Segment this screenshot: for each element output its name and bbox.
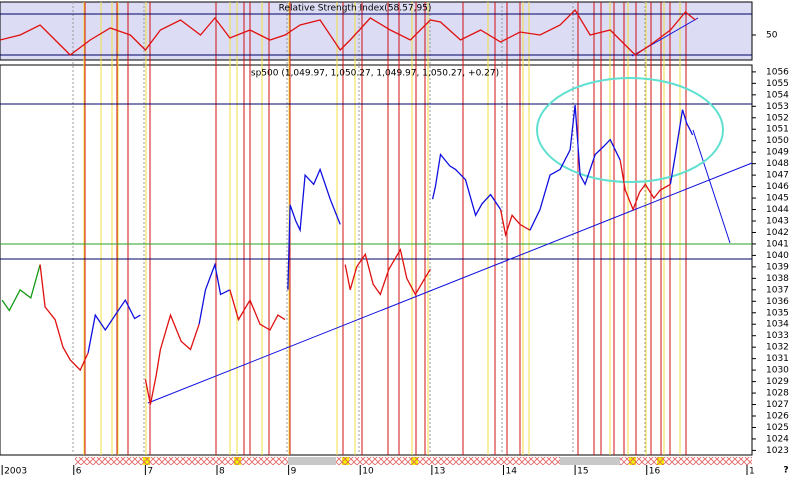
price-line — [39, 264, 89, 372]
session-strip-grey — [560, 457, 620, 465]
price-line — [431, 152, 502, 217]
y-tick-label: 1056 — [766, 67, 789, 77]
price-line — [0, 8, 696, 56]
y-tick-label: 1036 — [766, 297, 789, 307]
price-panel — [0, 64, 753, 456]
y-tick-label: 1053 — [766, 102, 789, 112]
y-tick-label: 1040 — [766, 251, 789, 261]
x-tick-label: 10 — [362, 467, 374, 477]
y-tick-label: 1034 — [766, 320, 789, 330]
y-tick-label: 1023 — [766, 446, 789, 456]
price-line — [619, 160, 671, 212]
y-tick-label: 1044 — [766, 205, 789, 215]
y-tick-label: 1026 — [766, 412, 789, 422]
x-tick-label: 2003 — [4, 467, 27, 477]
x-tick-label: 7 — [147, 467, 153, 477]
rsi-title: Relative Strength Index(58.57,95) — [279, 4, 432, 14]
y-tick-label: 1049 — [766, 148, 789, 158]
marks: 5010231024102510261027102810291030103110… — [0, 8, 789, 477]
x-tick-label: 6 — [76, 467, 82, 477]
x-tick-label: 8 — [219, 467, 225, 477]
x-tick-label: 13 — [434, 467, 445, 477]
session-strip — [75, 457, 752, 465]
y-tick-label: 1046 — [766, 182, 789, 192]
price-line — [529, 105, 621, 231]
price-line — [1, 264, 41, 312]
session-lines — [72, 2, 687, 465]
x-tick-label: 9 — [291, 467, 297, 477]
price-line — [499, 209, 531, 238]
x-tick-label: 14 — [505, 467, 517, 477]
price-line — [198, 262, 231, 325]
price-line — [344, 247, 431, 296]
y-tick-label: 1055 — [766, 79, 789, 89]
y-tick-label: 1052 — [766, 113, 789, 123]
y-tick-label: 1039 — [766, 262, 789, 272]
session-strip-grey — [288, 457, 336, 465]
y-tick-label: 1038 — [766, 274, 789, 284]
y-tick-label: 1031 — [766, 354, 789, 364]
y-tick-label: 50 — [766, 30, 778, 40]
x-tick-label: 15 — [577, 467, 588, 477]
y-tick-label: 1033 — [766, 331, 789, 341]
y-tick-label: 1054 — [766, 90, 789, 100]
y-tick-label: 1028 — [766, 389, 789, 399]
x-tick-label: 1 — [749, 467, 755, 477]
y-tick-label: 1027 — [766, 400, 789, 410]
projection-line — [692, 129, 731, 244]
y-tick-label: 1032 — [766, 343, 789, 353]
y-tick-label: 1025 — [766, 423, 789, 433]
y-tick-label: 1042 — [766, 228, 789, 238]
y-tick-label: 1050 — [766, 136, 789, 146]
trendline — [147, 162, 753, 404]
x-tick-label: 16 — [649, 467, 661, 477]
y-tick-label: 1030 — [766, 366, 789, 376]
price-line — [229, 289, 286, 331]
y-tick-label: 1045 — [766, 194, 789, 204]
price-title: sp500 (1,049.97, 1,050.27, 1,049.97, 1,0… — [251, 69, 499, 79]
y-tick-label: 1048 — [766, 159, 789, 169]
corner-label: ? — [783, 466, 788, 476]
price-line — [287, 167, 341, 290]
y-tick-label: 1029 — [766, 377, 789, 387]
price-line — [87, 298, 141, 354]
price-line — [144, 313, 200, 405]
y-tick-label: 1035 — [766, 308, 789, 318]
y-tick-label: 1041 — [766, 239, 789, 249]
y-tick-label: 1024 — [766, 434, 789, 444]
highlight-ellipse — [536, 77, 724, 183]
y-tick-label: 1051 — [766, 125, 789, 135]
y-tick-label: 1043 — [766, 217, 789, 227]
rsi-panel — [0, 1, 753, 61]
price-line — [669, 109, 694, 185]
y-tick-label: 1037 — [766, 285, 789, 295]
y-tick-label: 1047 — [766, 171, 789, 181]
